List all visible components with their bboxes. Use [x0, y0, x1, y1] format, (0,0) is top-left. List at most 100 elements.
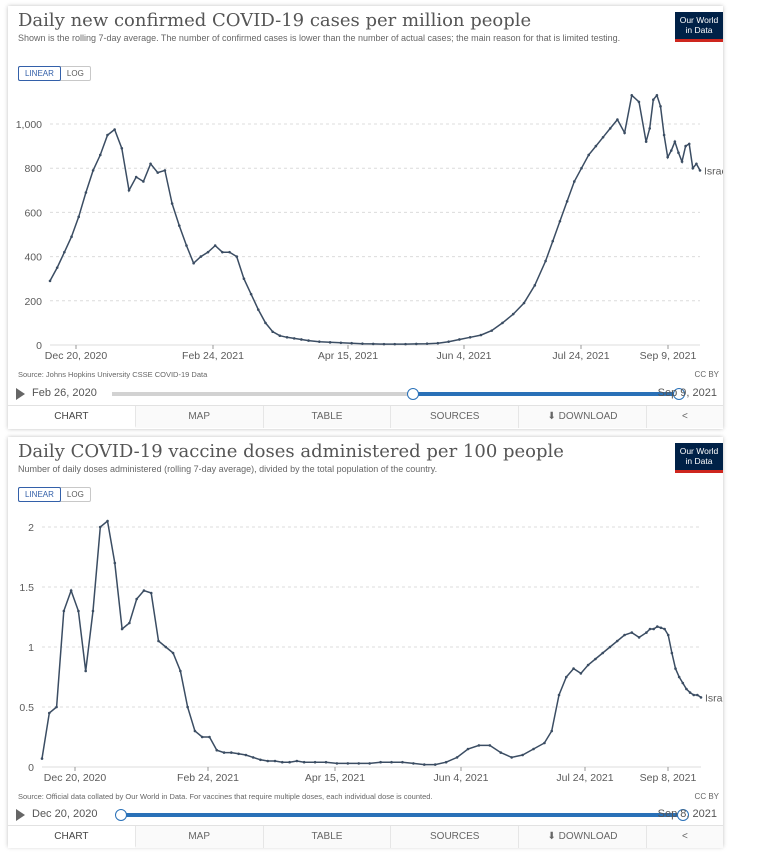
- linear-toggle[interactable]: LINEAR: [18, 487, 61, 502]
- timeline-selected-range: [120, 813, 682, 817]
- data-point: [412, 762, 415, 765]
- data-point: [63, 250, 66, 254]
- data-point: [135, 597, 138, 601]
- data-point: [127, 189, 131, 192]
- timeline-end-handle[interactable]: [673, 388, 685, 400]
- y-tick-label: 1: [28, 642, 34, 654]
- owid-logo[interactable]: Our World in Data: [675, 12, 723, 42]
- x-tick-label: Dec 20, 2020: [45, 350, 108, 362]
- data-point: [655, 93, 659, 97]
- data-point: [185, 244, 188, 247]
- tab-table[interactable]: TABLE: [264, 406, 392, 428]
- data-point: [645, 631, 648, 634]
- vaccine-chart-panel: Daily COVID-19 vaccine doses administere…: [8, 437, 723, 848]
- data-point: [264, 321, 267, 325]
- data-point: [684, 144, 687, 148]
- tab-sources[interactable]: SOURCES: [391, 406, 520, 428]
- data-point: [128, 621, 131, 625]
- data-point: [278, 334, 282, 338]
- tab-table[interactable]: TABLE: [264, 826, 392, 848]
- play-icon[interactable]: [16, 388, 25, 400]
- data-point: [339, 341, 343, 345]
- data-point: [193, 729, 197, 733]
- data-point: [601, 651, 604, 655]
- data-point: [113, 128, 116, 131]
- data-point: [594, 144, 598, 148]
- data-point: [84, 191, 88, 194]
- data-point: [142, 589, 146, 592]
- data-point: [511, 312, 515, 316]
- data-point: [69, 589, 73, 592]
- download-icon: ⬇: [547, 831, 556, 842]
- linear-toggle[interactable]: LINEAR: [18, 66, 61, 81]
- data-point: [630, 93, 634, 97]
- data-point: [623, 633, 626, 637]
- data-point: [186, 705, 189, 709]
- data-point: [199, 255, 203, 258]
- data-point: [699, 696, 703, 699]
- tab-map[interactable]: MAP: [136, 406, 264, 428]
- data-point: [652, 627, 655, 631]
- data-point: [106, 133, 109, 137]
- data-point: [318, 340, 321, 343]
- data-point: [501, 321, 504, 325]
- series-line-israel[interactable]: [41, 519, 702, 766]
- data-point: [677, 151, 680, 155]
- data-point: [608, 127, 612, 130]
- tab-download[interactable]: ⬇ DOWNLOAD: [519, 406, 647, 428]
- x-tick-label: Dec 20, 2020: [44, 772, 107, 784]
- data-point: [77, 215, 81, 219]
- data-point: [77, 609, 80, 613]
- tab-sources[interactable]: SOURCES: [391, 826, 520, 848]
- chart-title: Daily COVID-19 vaccine doses administere…: [18, 441, 564, 462]
- data-point: [215, 748, 219, 752]
- data-point: [200, 735, 204, 739]
- data-point: [579, 672, 583, 675]
- license-label[interactable]: CC BY: [694, 370, 719, 379]
- timeline-end-label: Sep 9, 2021: [657, 387, 717, 399]
- data-point: [163, 169, 167, 172]
- tab-download[interactable]: ⬇ DOWNLOAD: [519, 826, 647, 848]
- chart-tabs: CHART MAP TABLE SOURCES ⬇ DOWNLOAD <: [8, 405, 723, 428]
- share-button[interactable]: <: [647, 826, 723, 848]
- log-toggle[interactable]: LOG: [66, 69, 84, 78]
- timeline-track[interactable]: [112, 392, 676, 396]
- data-point: [62, 609, 66, 613]
- data-point: [382, 342, 386, 346]
- share-icon: <: [682, 411, 688, 422]
- owid-logo[interactable]: Our World in Data: [675, 443, 723, 473]
- timeline-start-handle[interactable]: [407, 388, 419, 400]
- x-tick-label: Jun 4, 2021: [434, 772, 489, 784]
- download-icon: ⬇: [547, 411, 556, 422]
- timeline-end-label: Sep 8, 2021: [657, 808, 717, 820]
- timeline-start-handle[interactable]: [115, 809, 127, 821]
- license-label[interactable]: CC BY: [694, 792, 719, 801]
- data-point: [455, 756, 459, 759]
- log-toggle[interactable]: LOG: [66, 490, 84, 499]
- data-point: [55, 266, 59, 269]
- tab-chart[interactable]: CHART: [8, 406, 136, 428]
- data-point: [533, 284, 537, 287]
- timeline: Dec 20, 2020 Sep 8, 2021: [8, 805, 723, 825]
- data-point: [371, 342, 375, 346]
- timeline-end-handle[interactable]: [677, 809, 689, 821]
- data-point: [251, 756, 255, 759]
- data-point: [368, 762, 371, 765]
- tab-chart[interactable]: CHART: [8, 826, 136, 848]
- data-point: [171, 651, 175, 655]
- y-tick-label: 400: [24, 252, 42, 264]
- data-point: [644, 140, 648, 143]
- tab-map[interactable]: MAP: [136, 826, 264, 848]
- series-line-israel[interactable]: [49, 93, 701, 345]
- cases-chart-panel: Daily new confirmed COVID-19 cases per m…: [8, 6, 723, 429]
- data-point: [425, 342, 429, 345]
- share-button[interactable]: <: [647, 406, 723, 428]
- data-point: [300, 338, 303, 341]
- data-point: [335, 762, 339, 765]
- data-point: [666, 633, 670, 637]
- data-point: [696, 693, 699, 697]
- x-tick-label: Sep 9, 2021: [640, 350, 697, 362]
- data-point: [543, 741, 546, 745]
- play-icon[interactable]: [16, 809, 25, 821]
- data-point: [565, 200, 569, 203]
